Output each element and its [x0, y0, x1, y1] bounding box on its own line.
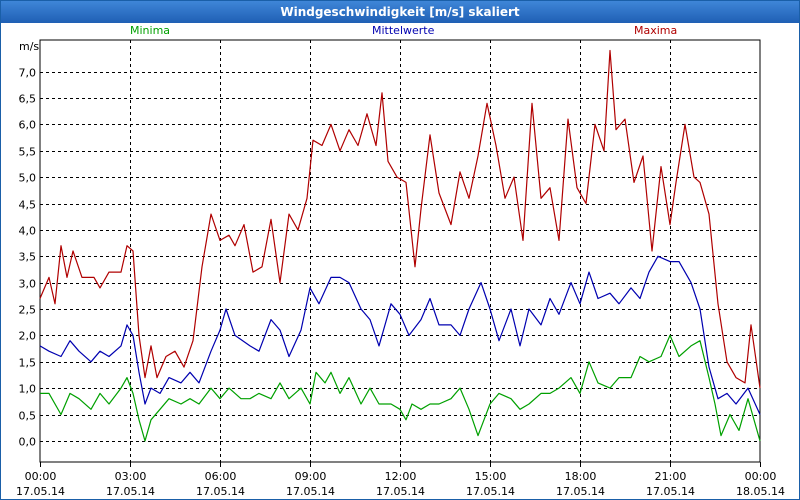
x-tick-time: 18:00	[565, 470, 597, 483]
chart-title: Windgeschwindigkeit [m/s] skaliert	[1, 1, 799, 23]
y-tick-label: 3,5	[19, 251, 37, 264]
x-tick-time: 03:00	[115, 470, 147, 483]
y-axis-unit: m/s	[19, 40, 40, 53]
x-tick-date: 17.05.14	[556, 485, 605, 498]
x-tick-time: 00:00	[25, 470, 57, 483]
x-tick-time: 09:00	[295, 470, 327, 483]
x-tick-date: 17.05.14	[106, 485, 155, 498]
y-tick-label: 0,5	[19, 410, 37, 423]
y-tick-label: 7,0	[19, 67, 37, 80]
series-line-mittelwerte	[39, 255, 761, 415]
x-tick-time: 15:00	[475, 470, 507, 483]
x-tick-date: 17.05.14	[16, 485, 65, 498]
y-tick-label: 3,0	[19, 278, 37, 291]
legend-minima: Minima	[130, 24, 171, 37]
y-tick-label: 2,5	[19, 304, 37, 317]
y-tick-label: 5,5	[19, 146, 37, 159]
series-line-maxima	[39, 49, 761, 389]
y-tick-label: 2,0	[19, 330, 37, 343]
y-tick-label: 1,0	[19, 383, 37, 396]
x-tick-date: 18.05.14	[736, 485, 785, 498]
y-tick-label: 5,0	[19, 172, 37, 185]
x-tick-date: 17.05.14	[376, 485, 425, 498]
x-tick-time: 12:00	[385, 470, 417, 483]
y-tick-label: 1,5	[19, 357, 37, 370]
y-tick-label: 4,5	[19, 199, 37, 212]
x-tick-time: 06:00	[205, 470, 237, 483]
y-tick-label: 4,0	[19, 225, 37, 238]
legend-mittelwerte: Mittelwerte	[372, 24, 435, 37]
x-tick-date: 17.05.14	[466, 485, 515, 498]
legend-maxima: Maxima	[634, 24, 678, 37]
series-line-minima	[40, 334, 761, 442]
y-tick-label: 6,0	[19, 119, 37, 132]
x-tick-time: 00:00	[745, 470, 777, 483]
y-tick-label: 0,0	[19, 436, 37, 449]
x-tick-time: 21:00	[655, 470, 687, 483]
x-tick-date: 17.05.14	[646, 485, 695, 498]
x-tick-date: 17.05.14	[196, 485, 245, 498]
x-tick-date: 17.05.14	[286, 485, 335, 498]
y-tick-label: 6,5	[19, 93, 37, 106]
